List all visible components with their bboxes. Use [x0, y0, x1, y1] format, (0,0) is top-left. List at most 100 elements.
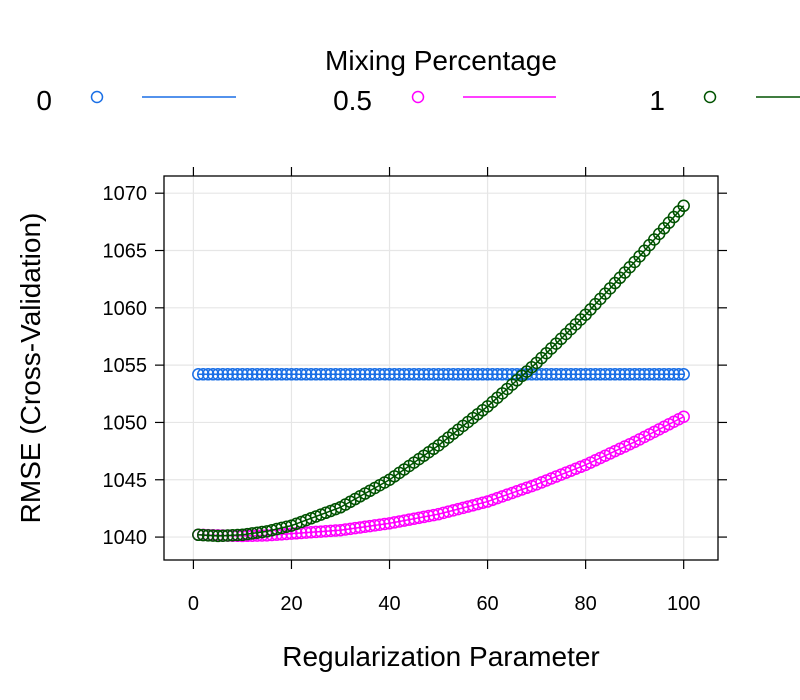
series-0-point-23 [304, 368, 318, 381]
series-0-point-36 [368, 368, 382, 381]
series-0-point-25 [314, 368, 328, 381]
series-2-point-4 [211, 529, 225, 543]
series-0-point-5 [216, 368, 230, 381]
y-tick-label-4: 1060 [103, 298, 148, 320]
series-2-point-6 [221, 529, 234, 542]
grid [164, 176, 718, 560]
x-tick-label-1: 20 [280, 593, 302, 615]
series-0-point-74 [554, 368, 568, 381]
series-0-point-13 [255, 368, 269, 381]
series-0-point-27 [324, 368, 337, 381]
series-1-point-40 [388, 516, 401, 529]
series-2-point-10 [241, 527, 254, 541]
series-1-point-46 [417, 510, 431, 524]
series-2-point-99 [677, 199, 690, 213]
y-tick-label-5: 1065 [103, 241, 148, 263]
series-1-point-35 [363, 519, 377, 533]
series-0-point-40 [388, 368, 401, 381]
series-0-point-10 [241, 368, 254, 381]
series-2 [192, 199, 690, 543]
series-0-point-99 [677, 368, 690, 381]
series-0-point-83 [598, 368, 612, 381]
legend-entry-0: 0 [36, 85, 236, 116]
series-1-point-25 [314, 525, 328, 538]
series-0-point-92 [643, 368, 656, 381]
legend-entry-2: 1 [649, 85, 800, 116]
series-0-point-76 [564, 368, 578, 381]
series-0-point-2 [201, 368, 215, 381]
series-1-point-47 [422, 509, 435, 523]
series-0-point-61 [491, 368, 504, 381]
series-0-point-28 [329, 368, 342, 381]
series-1-point-30 [339, 523, 352, 536]
series-0-point-96 [662, 368, 676, 381]
series-0-point-79 [579, 368, 592, 381]
series-1-point-26 [319, 524, 333, 538]
series-0-point-18 [280, 368, 293, 381]
series-0-point-87 [618, 368, 632, 381]
series-0-point-33 [353, 368, 367, 381]
series-0-point-97 [667, 368, 681, 381]
series-1-point-32 [348, 521, 362, 535]
series-0-point-89 [628, 368, 641, 381]
legend-marker-0 [90, 90, 104, 104]
series-1-point-31 [344, 522, 357, 536]
series-0-point-19 [285, 368, 298, 381]
series-0-point-59 [481, 368, 494, 381]
series-0-point-82 [594, 368, 607, 381]
series-0-point-72 [545, 368, 558, 381]
series-1-point-36 [368, 519, 382, 532]
series-0-point-43 [402, 368, 416, 381]
series-0-point-75 [559, 368, 573, 381]
series-1-point-22 [299, 526, 313, 539]
series-0-point-35 [363, 368, 377, 381]
legend-entry-1: 0.5 [333, 85, 556, 116]
series-0-point-41 [393, 368, 406, 381]
series-0-point-7 [226, 368, 239, 381]
y-axis-label: RMSE (Cross-Validation) [15, 213, 46, 524]
series-0-point-16 [270, 368, 284, 381]
series-2-point-1 [196, 528, 210, 542]
series-0-point-0 [192, 368, 205, 381]
series-0-point-95 [657, 368, 671, 381]
series-0-point-32 [348, 368, 362, 381]
series-0-point-47 [422, 368, 435, 381]
series-0-point-15 [265, 368, 279, 381]
series-0-point-45 [412, 368, 426, 381]
series-0-point-1 [196, 368, 210, 381]
y-tick-label-2: 1050 [103, 412, 148, 434]
series-0-point-22 [299, 368, 313, 381]
series-0-point-44 [407, 368, 421, 381]
series-0-point-86 [613, 368, 627, 381]
series-0-point-93 [648, 368, 661, 381]
x-tick-label-2: 40 [378, 593, 400, 615]
series-0-point-21 [295, 368, 308, 381]
series-0-point-49 [432, 368, 445, 381]
plot-frame [163, 175, 719, 561]
y-tick-label-1: 1045 [103, 470, 148, 492]
series-0-point-90 [633, 368, 646, 381]
series-1-point-28 [329, 524, 342, 537]
series-1-point-33 [353, 521, 367, 534]
series-0-point-31 [344, 368, 357, 381]
series-1-point-27 [324, 524, 337, 538]
series-0-point-20 [290, 368, 303, 381]
y-tick-label-3: 1055 [103, 355, 148, 377]
series-0-point-77 [569, 368, 583, 381]
series-0-point-14 [260, 368, 274, 381]
series-0-point-17 [275, 368, 288, 381]
series-1-point-42 [397, 514, 411, 527]
series-0-point-78 [574, 368, 587, 381]
series-1-point-44 [407, 512, 421, 525]
series-0-point-62 [496, 368, 509, 381]
series-0-point-52 [447, 368, 460, 381]
series-0-point-81 [589, 368, 602, 381]
series-0-point-70 [535, 368, 548, 381]
legend-title: Mixing Percentage [325, 45, 557, 76]
series-1-point-39 [383, 517, 396, 530]
series-2-point-2 [201, 529, 215, 542]
series-1 [192, 410, 690, 543]
legend-label-0: 0 [36, 85, 52, 116]
series-2-point-11 [246, 527, 259, 540]
series-0-point-63 [500, 368, 514, 381]
